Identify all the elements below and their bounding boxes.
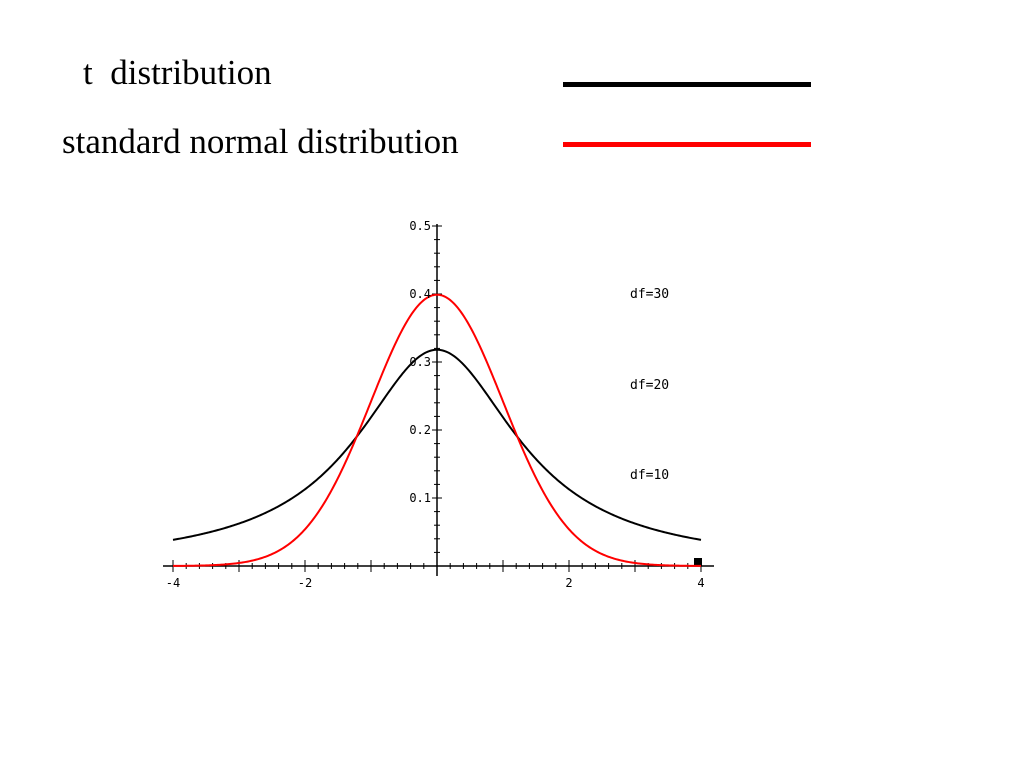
axis-end-marker	[694, 558, 702, 566]
x-tick-label: 4	[697, 576, 704, 590]
x-tick-label: -2	[298, 576, 312, 590]
chart-labels: -4 -2 2 4 0.1 0.2 0.3 0.4 0.5 df=30 df=20 df=10	[166, 219, 705, 590]
legend-normal-line	[563, 142, 811, 147]
df-annotation: df=10	[630, 468, 669, 483]
y-tick-label: 0.5	[409, 219, 431, 233]
y-tick-label: 0.3	[409, 355, 431, 369]
x-tick-label: 2	[565, 576, 572, 590]
normal-distribution-curve	[172, 293, 702, 567]
legend-t-label: t distribution	[83, 53, 272, 92]
legend-normal-label: standard normal distribution	[62, 122, 459, 161]
t-distribution-curve	[172, 348, 702, 541]
y-tick-label: 0.1	[409, 491, 431, 505]
legend-t-line	[563, 82, 811, 87]
chart-axes	[163, 224, 714, 576]
df-annotation: df=30	[630, 287, 669, 302]
chart-series	[172, 293, 702, 567]
df-annotation: df=20	[630, 378, 669, 393]
y-tick-label: 0.2	[409, 423, 431, 437]
y-tick-label: 0.4	[409, 287, 431, 301]
x-tick-label: -4	[166, 576, 180, 590]
